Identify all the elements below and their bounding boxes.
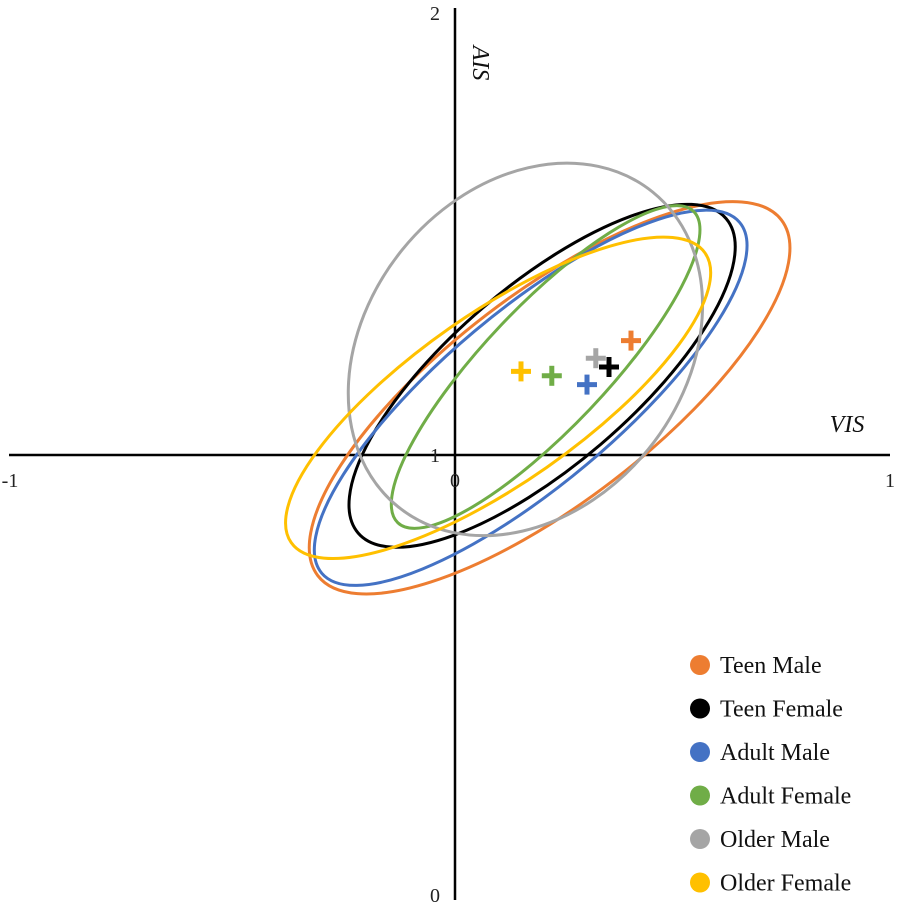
y-axis-title: AIS — [467, 44, 493, 81]
mean-marker-older-male — [585, 348, 606, 369]
legend-label: Older Male — [720, 827, 830, 853]
legend-label: Older Female — [720, 871, 851, 897]
x-tick-label: -1 — [2, 470, 19, 492]
ellipse-adult-female — [389, 204, 702, 530]
legend-swatch — [690, 785, 710, 806]
legend-label: Adult Male — [720, 740, 830, 766]
ellipse-adult-male — [312, 208, 749, 587]
legend-swatch — [690, 698, 710, 719]
legend-label: Adult Female — [720, 784, 851, 810]
y-tick-label: 0 — [430, 885, 440, 905]
x-tick-label: 0 — [450, 470, 460, 492]
ellipse-group — [284, 161, 792, 596]
y-tick-label: 1 — [430, 445, 440, 467]
mean-marker-teen-female — [599, 357, 619, 377]
legend-label: Teen Male — [720, 653, 822, 679]
mean-marker-adult-female — [541, 365, 562, 386]
ellipse-teen-male — [307, 200, 792, 596]
legend-swatch — [690, 655, 710, 675]
x-tick-label: 1 — [885, 470, 895, 492]
legend-swatch — [690, 829, 710, 849]
ellipse-older-female — [284, 235, 713, 560]
mean-marker-teen-male — [621, 330, 641, 351]
legend-swatch — [690, 872, 710, 893]
legend: Teen Male Teen Female Adult Male Adult Fema… — [690, 653, 851, 897]
ellipse-older-male — [346, 161, 705, 538]
x-axis-title: VIS — [830, 412, 865, 438]
legend-swatch — [690, 742, 710, 762]
y-tick-label: 2 — [430, 3, 440, 25]
mean-marker-group — [511, 330, 641, 395]
legend-label: Teen Female — [720, 697, 843, 723]
mean-marker-older-female — [511, 361, 531, 382]
mean-marker-adult-male — [577, 374, 597, 395]
